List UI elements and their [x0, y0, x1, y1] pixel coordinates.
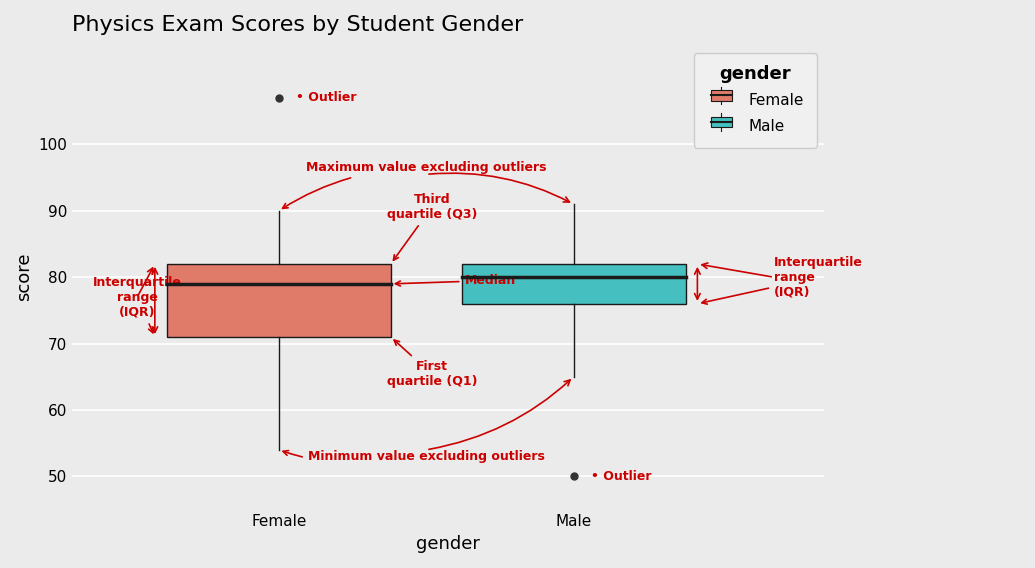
- Bar: [462, 264, 685, 304]
- Text: • Outlier: • Outlier: [296, 91, 357, 105]
- Text: Median: Median: [395, 274, 515, 287]
- Text: Third
quartile (Q3): Third quartile (Q3): [387, 193, 477, 260]
- X-axis label: gender: gender: [416, 535, 480, 553]
- Text: Physics Exam Scores by Student Gender: Physics Exam Scores by Student Gender: [72, 15, 524, 35]
- Bar: [167, 264, 391, 337]
- Text: Minimum value excluding outliers: Minimum value excluding outliers: [284, 450, 544, 463]
- Text: • Outlier: • Outlier: [591, 470, 652, 483]
- Text: Interquartile
range
(IQR): Interquartile range (IQR): [702, 256, 863, 304]
- Y-axis label: score: score: [14, 253, 33, 302]
- Text: Maximum value excluding outliers: Maximum value excluding outliers: [283, 161, 546, 208]
- Text: First
quartile (Q1): First quartile (Q1): [387, 340, 477, 388]
- Legend: Female, Male: Female, Male: [693, 52, 817, 148]
- Text: Interquartile
range
(IQR): Interquartile range (IQR): [93, 275, 181, 333]
